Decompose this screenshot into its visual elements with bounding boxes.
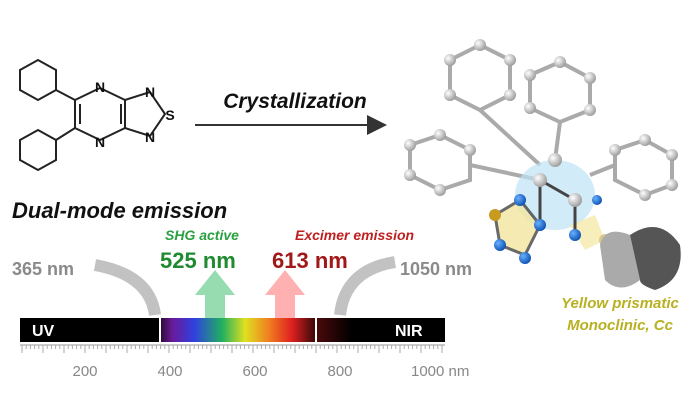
atom-label: N <box>95 134 105 150</box>
atom-label: N <box>145 129 155 145</box>
shg-label: SHG active <box>165 227 239 243</box>
crystal-structure <box>404 39 678 264</box>
nir-label: NIR <box>395 323 423 340</box>
excimer-wavelength: 613 nm <box>272 248 348 273</box>
atom-label: N <box>145 84 155 100</box>
pyrazine-ring <box>74 86 126 142</box>
excimer-label: Excimer emission <box>295 227 414 243</box>
nir-band <box>317 318 387 342</box>
ruler: 200 400 600 800 1000 nm <box>20 344 469 380</box>
tick-label: 400 <box>157 363 182 380</box>
headline: Dual-mode emission <box>12 198 227 223</box>
range-arc <box>334 256 397 316</box>
atom-label: S <box>165 107 174 123</box>
uv-label: UV <box>32 323 55 340</box>
crystal-system: Monoclinic, Cc <box>567 317 674 334</box>
crystal-habit: Yellow prismatic <box>561 295 679 312</box>
excimer-arrow <box>265 270 305 318</box>
visible-band <box>160 318 315 342</box>
range-high: 1050 nm <box>400 259 472 279</box>
range-low: 365 nm <box>12 259 74 279</box>
thiadiazole-ring <box>124 90 167 138</box>
reaction-label: Crystallization <box>223 90 367 113</box>
tick-label: 1000 nm <box>411 363 469 380</box>
phenyl <box>19 58 57 102</box>
molecule <box>19 58 167 172</box>
tick-label: 600 <box>242 363 267 380</box>
tick-label: 800 <box>327 363 352 380</box>
atom-label: N <box>95 79 105 95</box>
shg-wavelength: 525 nm <box>160 248 236 273</box>
shg-arrow <box>195 270 235 318</box>
phenyl <box>19 128 57 172</box>
crystal-icon <box>600 227 681 290</box>
range-arc <box>93 259 161 317</box>
tick-label: 200 <box>72 363 97 380</box>
